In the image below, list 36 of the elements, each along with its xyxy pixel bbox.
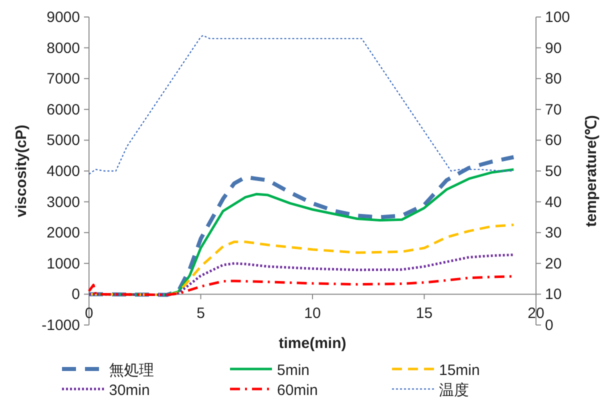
- y2-tick-label: 80: [545, 70, 562, 88]
- y2-tick-label: 20: [545, 255, 562, 272]
- y2-tick-label: 40: [545, 194, 562, 211]
- y2-tick-label: 100: [545, 9, 570, 26]
- y-tick-label: -1000: [42, 317, 80, 334]
- x-tick-label: 20: [528, 305, 544, 322]
- y-tick-label: 6000: [46, 101, 80, 118]
- legend-label: 15min: [439, 362, 480, 379]
- y-tick-label: 3000: [46, 194, 80, 211]
- legend-label: 無処理: [109, 362, 154, 379]
- legend-label: 60min: [277, 382, 318, 399]
- x-tick-label: 0: [84, 305, 94, 322]
- x-tick-label: 5: [196, 305, 205, 322]
- y-tick-label: 7000: [46, 70, 80, 88]
- y-tick-label: 0: [72, 286, 80, 304]
- y-tick-label: 8000: [46, 40, 80, 57]
- y2-tick-label: 50: [545, 163, 562, 180]
- y-tick-label: 1000: [46, 255, 80, 272]
- y-tick-label: 4000: [46, 163, 80, 180]
- x-tick-label: 15: [416, 305, 433, 322]
- x-axis-title: time(min): [278, 335, 346, 352]
- y2-tick-label: 70: [545, 101, 562, 118]
- legend-label: 30min: [109, 382, 150, 399]
- x-tick-label: 10: [304, 305, 321, 322]
- y-tick-label: 9000: [46, 9, 80, 26]
- legend-label: 温度: [439, 382, 469, 399]
- y-axis-title: viscosity(cP): [13, 124, 30, 218]
- y2-tick-label: 60: [545, 132, 562, 150]
- y-tick-label: 2000: [46, 224, 80, 242]
- y2-tick-label: 30: [545, 224, 562, 242]
- y-tick-label: 5000: [46, 132, 80, 150]
- legend-label: 5min: [277, 362, 310, 379]
- y2-tick-label: 90: [545, 40, 562, 57]
- y2-tick-label: 10: [545, 286, 562, 304]
- y2-axis-title: temperature(℃): [583, 115, 600, 227]
- y2-tick-label: 0: [545, 317, 554, 334]
